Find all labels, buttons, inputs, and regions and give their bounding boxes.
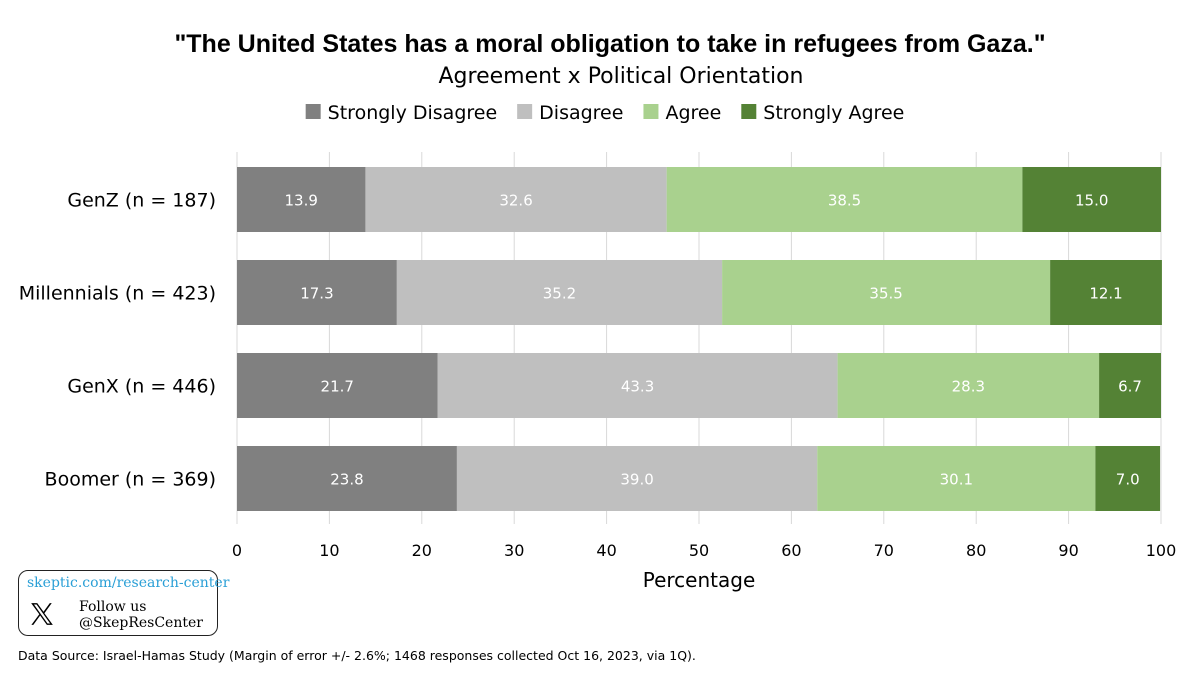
bar-segment xyxy=(237,353,438,418)
category-label: Boomer (n = 369) xyxy=(45,469,216,491)
website-link[interactable]: skeptic.com/research-center xyxy=(27,575,230,591)
x-tick-label: 60 xyxy=(781,541,801,560)
legend-swatch xyxy=(643,104,659,119)
legend-label: Disagree xyxy=(539,102,623,124)
bar-value-label: 17.3 xyxy=(300,285,333,303)
legend-swatch xyxy=(517,104,533,119)
bar-value-label: 43.3 xyxy=(621,378,654,396)
data-source-note: Data Source: Israel-Hamas Study (Margin … xyxy=(18,648,696,663)
bar-value-label: 30.1 xyxy=(940,471,973,489)
chart-title: "The United States has a moral obligatio… xyxy=(174,30,1045,58)
x-tick-label: 80 xyxy=(966,541,986,560)
bar-segment xyxy=(817,446,1096,511)
bar-segment xyxy=(1099,353,1161,418)
bar-segment xyxy=(437,353,838,418)
bar-value-label: 12.1 xyxy=(1089,285,1122,303)
bar-value-label: 39.0 xyxy=(620,471,653,489)
legend-label: Agree xyxy=(665,102,721,124)
bar-value-label: 35.2 xyxy=(543,285,576,303)
x-tick-label: 90 xyxy=(1058,541,1078,560)
category-label: Millennials (n = 423) xyxy=(19,283,216,305)
category-labels: GenZ (n = 187) Millennials (n = 423) GenX … xyxy=(19,190,216,491)
bar-segment xyxy=(456,446,818,511)
x-logo-icon[interactable] xyxy=(29,601,55,627)
x-axis-label: Percentage xyxy=(643,568,756,592)
bar-value-label: 7.0 xyxy=(1116,471,1140,489)
bar-value-label: 13.9 xyxy=(285,192,318,210)
x-tick-label: 10 xyxy=(319,541,339,560)
follow-label: Follow us xyxy=(79,599,147,615)
x-tick-label: 0 xyxy=(232,541,242,560)
legend-swatch xyxy=(305,104,321,119)
social-badge: skeptic.com/research-center Follow us @S… xyxy=(18,570,229,636)
category-label: GenX (n = 446) xyxy=(67,376,216,398)
bar-segment xyxy=(1022,167,1161,232)
bar-segment xyxy=(365,167,667,232)
bar-segment xyxy=(666,167,1023,232)
bar-value-label: 35.5 xyxy=(869,285,902,303)
bar-segment xyxy=(722,260,1051,325)
legend: Strongly Disagree Disagree Agree Strongly A… xyxy=(305,102,904,124)
x-tick-labels: 0 10 20 30 40 50 60 70 80 90 100 xyxy=(232,541,1176,560)
x-tick-label: 100 xyxy=(1146,541,1177,560)
bar-segment xyxy=(837,353,1100,418)
bar-value-label: 21.7 xyxy=(321,378,354,396)
bar-value-label: 15.0 xyxy=(1075,192,1108,210)
legend-swatch xyxy=(741,104,757,119)
bar-segment xyxy=(237,260,397,325)
bar-segment xyxy=(237,446,457,511)
bar-value-label: 28.3 xyxy=(952,378,985,396)
x-tick-label: 50 xyxy=(689,541,709,560)
bar-segment xyxy=(396,260,723,325)
chart-subtitle: Agreement x Political Orientation xyxy=(439,64,804,89)
bar-value-label: 32.6 xyxy=(499,192,532,210)
follow-text: Follow us @SkepResCenter xyxy=(79,599,203,631)
x-tick-label: 30 xyxy=(504,541,524,560)
twitter-handle[interactable]: @SkepResCenter xyxy=(79,615,203,631)
bar-segment xyxy=(1050,260,1162,325)
bar-value-label: 23.8 xyxy=(330,471,363,489)
x-tick-label: 70 xyxy=(874,541,894,560)
bar-value-label: 38.5 xyxy=(828,192,861,210)
x-tick-label: 40 xyxy=(596,541,616,560)
legend-label: Strongly Agree xyxy=(763,102,904,124)
bar-segment xyxy=(237,167,366,232)
legend-label: Strongly Disagree xyxy=(328,102,497,124)
bar-segment xyxy=(1095,446,1161,511)
bars: 13.9 32.6 38.5 15.0 17.3 35.2 35.5 12.1 21.7 43.3… xyxy=(237,167,1162,511)
bar-value-label: 6.7 xyxy=(1118,378,1142,396)
category-label: GenZ (n = 187) xyxy=(67,190,216,212)
x-tick-label: 20 xyxy=(412,541,432,560)
